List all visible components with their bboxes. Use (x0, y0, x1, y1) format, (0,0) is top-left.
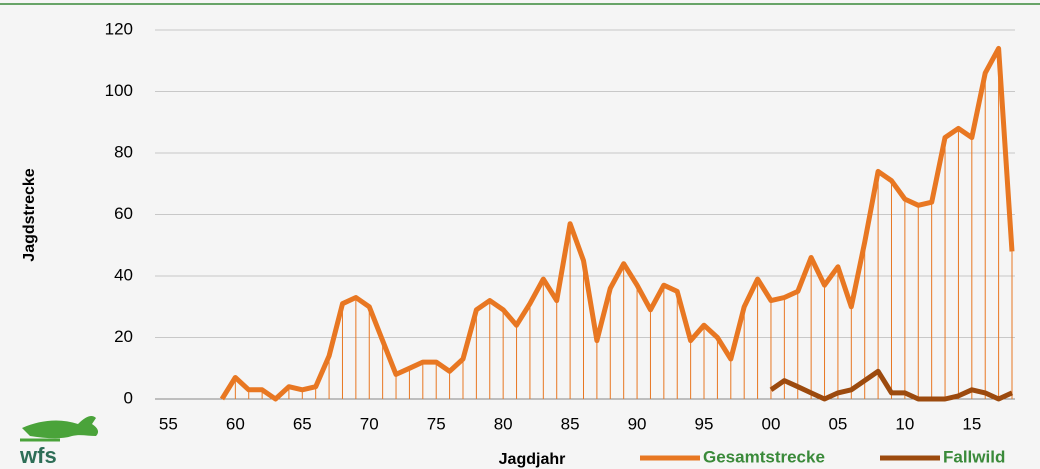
x-tick-label: 55 (159, 414, 178, 433)
y-tick-label: 60 (114, 204, 133, 223)
y-tick-label: 80 (114, 142, 133, 161)
y-tick-label: 100 (105, 81, 133, 100)
legend-label: Gesamtstrecke (703, 447, 825, 466)
logo: wfs (19, 416, 99, 468)
x-axis-label: Jagdjahr (499, 451, 566, 468)
x-tick-label: 90 (628, 414, 647, 433)
x-tick-label: 95 (695, 414, 714, 433)
x-tick-label: 15 (962, 414, 981, 433)
x-tick-label: 60 (226, 414, 245, 433)
series-line (219, 45, 1015, 402)
x-tick-label: 80 (494, 414, 513, 433)
series-line (769, 368, 1014, 402)
x-tick-label: 05 (828, 414, 847, 433)
x-tick-label: 75 (427, 414, 446, 433)
x-tick-label: 65 (293, 414, 312, 433)
y-tick-label: 0 (124, 388, 133, 407)
logo-hare (22, 416, 99, 439)
logo-text: wfs (19, 443, 57, 468)
x-tick-label: 00 (762, 414, 781, 433)
y-tick-label: 20 (114, 327, 133, 346)
y-tick-label: 120 (105, 19, 133, 38)
y-axis-label: Jagdstrecke (21, 168, 38, 261)
x-tick-label: 70 (360, 414, 379, 433)
x-tick-label: 10 (895, 414, 914, 433)
y-tick-label: 40 (114, 265, 133, 284)
legend-label: Fallwild (943, 447, 1005, 466)
x-tick-label: 85 (561, 414, 580, 433)
